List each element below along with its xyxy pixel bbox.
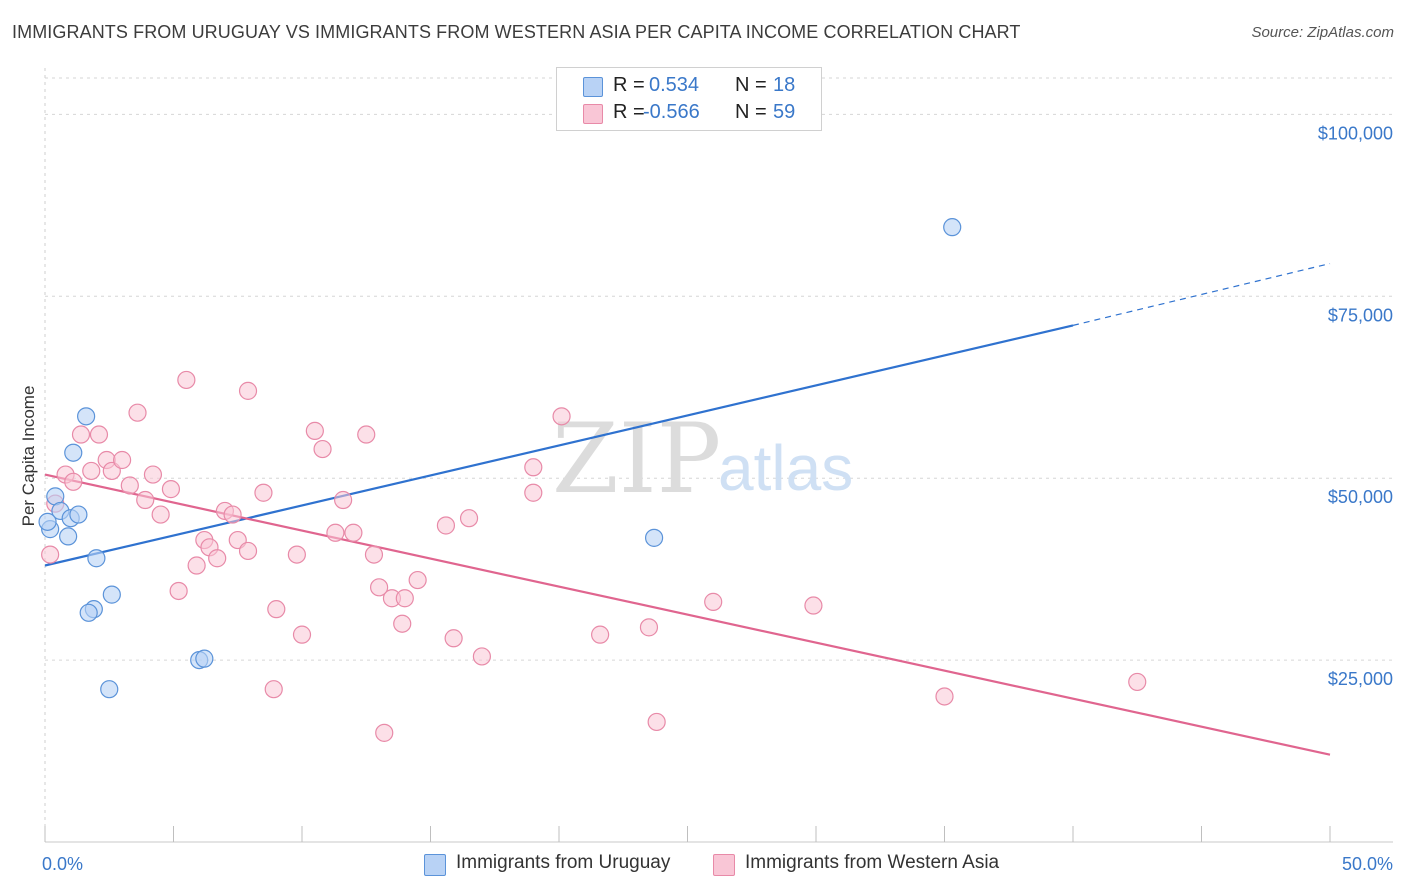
point-western-asia-6: [89, 425, 109, 444]
point-western-asia-28: [264, 680, 283, 699]
legend-swatch-western-asia: [583, 104, 603, 124]
point-western-asia-35: [334, 490, 353, 510]
point-western-asia-51: [552, 407, 571, 426]
y-tick-label-2: $75,000: [1328, 305, 1393, 325]
point-western-asia-33: [313, 439, 332, 459]
point-western-asia-48: [472, 647, 491, 666]
point-western-asia-32: [305, 421, 324, 440]
point-western-asia-37: [357, 425, 376, 444]
source-label: Source: ZipAtlas.com: [1251, 24, 1394, 41]
y-tick-label-1: $50,000: [1328, 487, 1393, 507]
legend-n-label: N =: [735, 101, 767, 123]
point-uruguay-3: [59, 527, 78, 546]
point-western-asia-31: [292, 625, 312, 644]
point-western-asia-56: [804, 596, 823, 615]
point-uruguay-6: [69, 505, 88, 524]
legend-r-value-uruguay: 0.534: [649, 74, 700, 96]
point-western-asia-54: [647, 712, 666, 732]
point-western-asia-27: [254, 483, 273, 502]
bottom-legend-swatch-western-asia: [713, 854, 735, 876]
point-uruguay-11: [102, 585, 121, 604]
point-western-asia-29: [267, 600, 286, 619]
point-western-asia-50: [524, 483, 543, 502]
point-uruguay-10: [79, 603, 98, 622]
y-tick-label-0: $25,000: [1328, 669, 1393, 689]
point-uruguay-12: [100, 680, 119, 699]
legend-r-label: R =: [613, 74, 645, 96]
point-western-asia-15: [161, 480, 181, 499]
point-western-asia-14: [151, 505, 170, 524]
watermark-zip: ZIP: [552, 403, 721, 515]
point-western-asia-40: [375, 723, 394, 742]
legend-swatch-uruguay: [583, 77, 603, 97]
y-tick-label-3: $100,000: [1318, 123, 1393, 143]
point-uruguay-5: [64, 443, 83, 462]
point-western-asia-11: [128, 403, 147, 422]
correlation-legend: R = 0.534 N = 18 R = -0.566 N = 59: [556, 67, 822, 131]
point-western-asia-3: [64, 472, 83, 491]
y-axis-label: Per Capita Income: [19, 386, 38, 527]
point-western-asia-49: [524, 458, 543, 477]
point-western-asia-44: [408, 570, 427, 590]
point-western-asia-9: [112, 450, 132, 470]
point-western-asia-38: [364, 545, 384, 564]
chart-title: IMMIGRANTS FROM URUGUAY VS IMMIGRANTS FR…: [12, 22, 1021, 42]
legend-n-value-uruguay: 18: [773, 74, 796, 96]
point-western-asia-55: [704, 592, 723, 611]
point-western-asia-42: [393, 614, 412, 633]
point-western-asia-36: [344, 523, 363, 542]
bottom-legend-label-western-asia: Immigrants from Western Asia: [745, 852, 1000, 873]
point-western-asia-0: [41, 545, 60, 564]
point-western-asia-43: [395, 589, 414, 608]
points-layer: [38, 218, 1147, 742]
legend-r-label: R =: [613, 101, 645, 123]
point-western-asia-12: [136, 490, 155, 510]
point-uruguay-7: [77, 407, 96, 426]
point-western-asia-34: [326, 523, 345, 542]
point-western-asia-4: [71, 425, 91, 444]
point-western-asia-26: [238, 381, 258, 400]
point-uruguay-14: [195, 649, 214, 668]
bottom-legend-swatch-uruguay: [424, 854, 446, 876]
axis-layer: $25,000 $50,000 $75,000 $100,000 0.0% 50.0%: [42, 123, 1393, 874]
legend-r-value-western-asia: -0.566: [643, 101, 700, 123]
point-western-asia-17: [177, 370, 196, 390]
point-uruguay-16: [943, 218, 962, 237]
trend-line-uruguay-extension: [1072, 262, 1331, 326]
point-western-asia-52: [591, 625, 610, 644]
point-western-asia-21: [208, 549, 227, 568]
trend-line-uruguay: [44, 324, 1074, 567]
point-western-asia-18: [187, 556, 206, 575]
point-uruguay-17: [38, 512, 57, 531]
legend-n-label: N =: [735, 74, 767, 96]
trend-layer: [44, 262, 1331, 756]
watermark: ZIP atlas: [552, 403, 853, 515]
point-uruguay-15: [644, 528, 664, 547]
point-western-asia-39: [370, 578, 389, 597]
point-western-asia-47: [459, 509, 479, 528]
point-western-asia-25: [238, 541, 258, 561]
watermark-atlas: atlas: [718, 432, 853, 504]
trend-line-western-asia: [44, 473, 1331, 756]
point-western-asia-16: [169, 581, 188, 601]
legend-n-value-western-asia: 59: [773, 101, 796, 123]
point-western-asia-57: [935, 687, 954, 706]
point-western-asia-23: [223, 505, 242, 524]
x-tick-label-1: 50.0%: [1342, 854, 1393, 874]
point-western-asia-53: [639, 618, 659, 637]
bottom-legend-label-uruguay: Immigrants from Uruguay: [456, 852, 671, 873]
point-western-asia-30: [287, 545, 306, 564]
point-western-asia-13: [143, 465, 163, 484]
point-uruguay-8: [87, 549, 106, 568]
point-western-asia-58: [1128, 672, 1147, 692]
point-western-asia-10: [120, 476, 139, 495]
point-western-asia-46: [444, 629, 463, 648]
point-western-asia-45: [436, 516, 456, 535]
x-tick-label-0: 0.0%: [42, 854, 83, 874]
point-western-asia-5: [82, 461, 101, 481]
